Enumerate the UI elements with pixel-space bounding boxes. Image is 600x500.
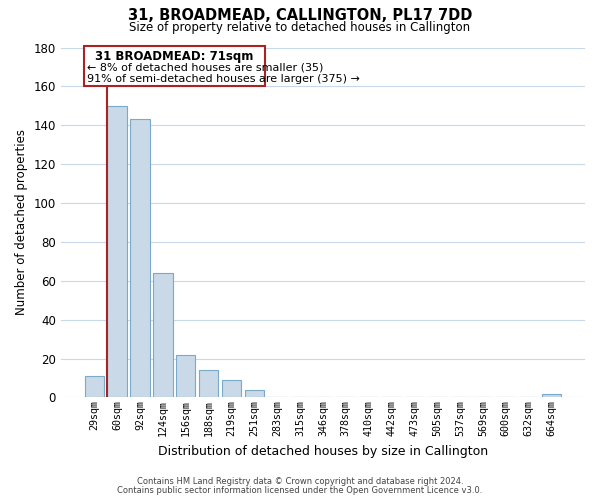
Bar xyxy=(85,376,104,398)
Text: 31, BROADMEAD, CALLINGTON, PL17 7DD: 31, BROADMEAD, CALLINGTON, PL17 7DD xyxy=(128,8,472,22)
Bar xyxy=(542,394,561,398)
Bar xyxy=(153,273,173,398)
Bar xyxy=(199,370,218,398)
Text: Contains HM Land Registry data © Crown copyright and database right 2024.: Contains HM Land Registry data © Crown c… xyxy=(137,477,463,486)
Text: 31 BROADMEAD: 71sqm: 31 BROADMEAD: 71sqm xyxy=(95,50,254,64)
Text: ← 8% of detached houses are smaller (35): ← 8% of detached houses are smaller (35) xyxy=(88,62,324,72)
Bar xyxy=(222,380,241,398)
FancyBboxPatch shape xyxy=(84,46,265,86)
X-axis label: Distribution of detached houses by size in Callington: Distribution of detached houses by size … xyxy=(158,444,488,458)
Bar xyxy=(107,106,127,398)
Y-axis label: Number of detached properties: Number of detached properties xyxy=(15,130,28,316)
Bar xyxy=(176,354,196,398)
Text: Contains public sector information licensed under the Open Government Licence v3: Contains public sector information licen… xyxy=(118,486,482,495)
Bar xyxy=(130,120,150,398)
Bar xyxy=(245,390,264,398)
Text: 91% of semi-detached houses are larger (375) →: 91% of semi-detached houses are larger (… xyxy=(88,74,361,84)
Text: Size of property relative to detached houses in Callington: Size of property relative to detached ho… xyxy=(130,21,470,34)
